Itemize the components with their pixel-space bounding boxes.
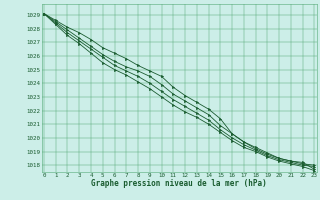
X-axis label: Graphe pression niveau de la mer (hPa): Graphe pression niveau de la mer (hPa) [91,180,267,188]
